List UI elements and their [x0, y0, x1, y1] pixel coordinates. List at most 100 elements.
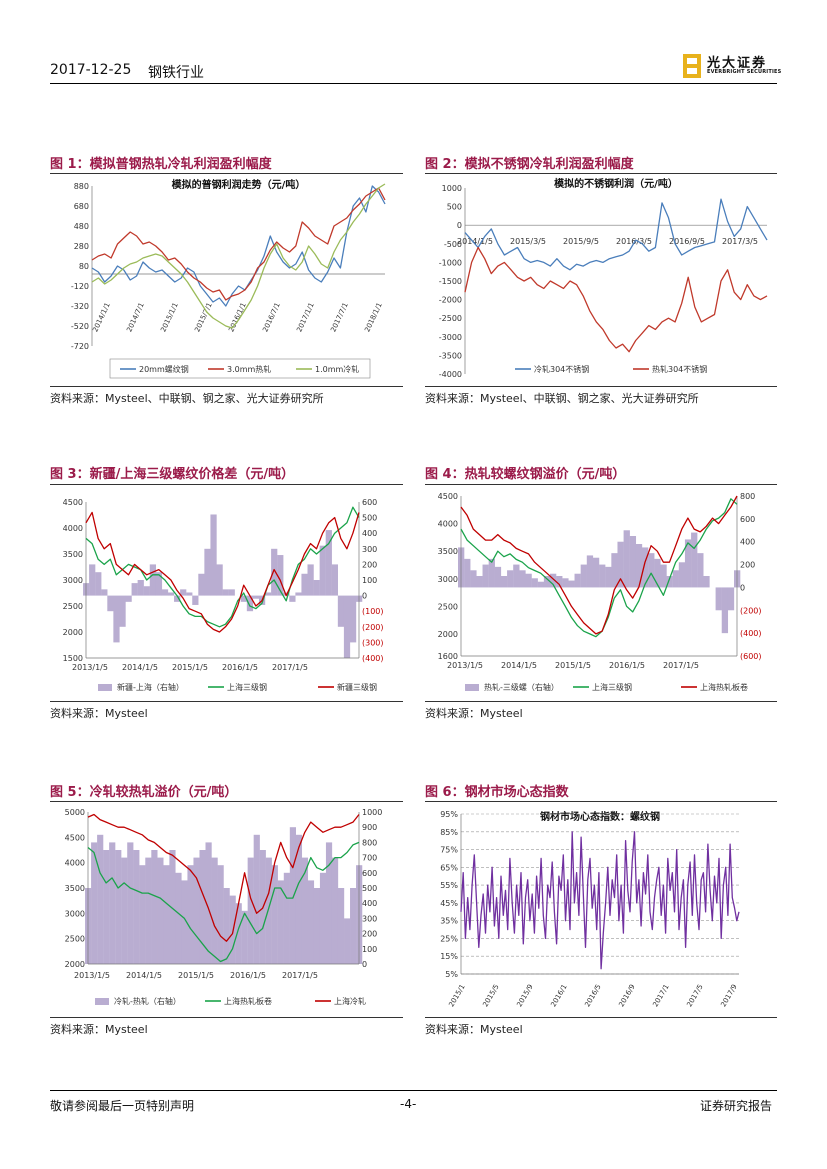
legend-label: 1.0mm冷轧: [315, 364, 359, 374]
area-bar: [97, 834, 104, 964]
x-tick-label: 2017/1/1: [295, 301, 316, 333]
area-bar: [464, 558, 471, 588]
area-bar: [470, 570, 477, 588]
y-tick-label: 45%: [440, 899, 458, 908]
figure-6-source: 资料来源：Mysteel: [425, 1023, 523, 1036]
area-bar: [715, 587, 722, 611]
y-tick-label: 880: [74, 182, 89, 191]
area-bar: [666, 576, 673, 588]
y-tick-right-label: 100: [362, 945, 377, 954]
figure-2-title: 图 2：模拟不锈钢冷轧利润盈利幅度: [425, 157, 634, 172]
figure-5-rule: [50, 801, 403, 802]
series-line: [87, 813, 360, 942]
series-line: [460, 495, 738, 635]
area-bar: [350, 888, 357, 964]
area-bar: [109, 842, 116, 964]
y-tick-label: 4000: [438, 520, 458, 529]
y-tick-label: 1500: [63, 654, 83, 663]
x-tick-label: 2016/1/5: [609, 661, 645, 670]
area-bar: [697, 553, 704, 588]
legend-label: 冷轧-热轧（右轴）: [114, 996, 181, 1006]
area-bar: [113, 595, 120, 643]
y-tick-label: 0: [457, 221, 462, 230]
y-tick-label: -520: [71, 322, 89, 331]
y-tick-right-label: 600: [362, 869, 377, 878]
area-bar: [228, 589, 235, 596]
figure-3-title: 图 3：新疆/上海三级螺纹价格差（元/吨）: [50, 467, 295, 482]
x-tick-label: 2014/1/5: [122, 663, 158, 672]
area-bar: [217, 865, 224, 964]
area-bar: [313, 888, 321, 964]
area-bar: [253, 834, 260, 964]
figure-1-chart: 模拟的普钢利润走势（元/吨） 880 680 480 280 80 -120 -320 -520…: [50, 176, 403, 384]
area-bar: [174, 595, 181, 602]
y-tick-right-label: 400: [362, 899, 377, 908]
area-bar: [325, 530, 332, 596]
area-bar: [319, 872, 327, 964]
y-tick-label: -320: [71, 302, 89, 311]
y-tick-label: 80: [79, 262, 89, 271]
area-bar: [157, 857, 164, 964]
x-tick-label: 2013/1/5: [72, 663, 108, 672]
area-bar: [145, 857, 152, 964]
logo-mark-icon: [683, 54, 701, 78]
x-tick-label: 2015/1: [447, 983, 466, 1008]
figure-3-bottom-rule: [50, 701, 403, 702]
x-tick-label: 2017/9: [719, 983, 738, 1008]
area-bar: [592, 557, 600, 588]
x-tick-label: 2015/5: [481, 983, 500, 1008]
area-bar: [599, 564, 606, 588]
series-line: [91, 187, 386, 301]
y-tick-label: -120: [71, 282, 89, 291]
y-tick-label: 3500: [65, 884, 85, 893]
figure-4-title: 图 4：热轧较螺纹钢溢价（元/吨）: [425, 467, 626, 482]
series-line: [460, 831, 740, 970]
chart-title: 钢材市场心态指数：螺纹钢: [540, 810, 660, 823]
y-tick-right-label: 800: [740, 492, 755, 501]
area-bar: [654, 558, 661, 588]
figure-4-svg: 4500400035003000250020001600800600400200…: [438, 492, 762, 692]
x-tick-label: 2017/3/5: [722, 237, 758, 246]
legend-label: 新疆-上海（右轴）: [117, 682, 184, 692]
legend-label: 上海三级钢: [227, 682, 267, 692]
area-bar: [247, 857, 254, 964]
area-bar: [271, 865, 278, 964]
area-bar: [115, 850, 122, 964]
area-bar: [301, 573, 308, 596]
area-bar: [205, 842, 212, 964]
area-bar: [727, 587, 735, 611]
x-tick-label: 2015/9: [515, 983, 534, 1008]
legend-label: 上海三级钢: [592, 682, 632, 692]
x-tick-label: 2018/1/1: [363, 301, 384, 333]
figure-4-chart: 4500 4000 3500 3000 2500 2000 1600 800 600 400 200…: [425, 488, 777, 698]
y-tick-label: 4500: [63, 498, 83, 507]
y-tick-label: 5%: [445, 970, 458, 979]
series-line: [91, 185, 386, 307]
area-bar: [91, 842, 98, 964]
area-bar: [660, 564, 667, 588]
figure-4-source: 资料来源：Mysteel: [425, 707, 523, 720]
y-tick-label: -3000: [439, 333, 462, 342]
area-bar: [301, 857, 309, 964]
area-bar: [198, 573, 205, 596]
figure-6-bottom-rule: [425, 1017, 777, 1018]
chart-title: 模拟的普钢利润走势（元/吨）: [172, 178, 306, 191]
series-line: [85, 511, 360, 633]
x-tick-label: 2013/1/5: [74, 971, 110, 980]
area-bar: [131, 583, 138, 596]
figure-5-bottom-rule: [50, 1017, 403, 1018]
y-tick-right-label: (200): [740, 606, 762, 615]
area-bar: [568, 580, 575, 588]
series-line: [464, 198, 768, 271]
x-tick-label: 2016/1/5: [222, 663, 258, 672]
area-bar: [186, 592, 193, 596]
area-bar: [222, 589, 229, 596]
y-tick-label: 2500: [438, 602, 458, 611]
y-tick-right-label: 500: [362, 884, 377, 893]
x-tick-label: 2014/7/1: [125, 301, 146, 333]
area-bar: [169, 850, 176, 964]
footer-divider: [50, 1090, 777, 1091]
header-divider: [50, 83, 777, 84]
y-tick-label: 85%: [440, 828, 458, 837]
y-tick-label: 3000: [63, 576, 83, 585]
